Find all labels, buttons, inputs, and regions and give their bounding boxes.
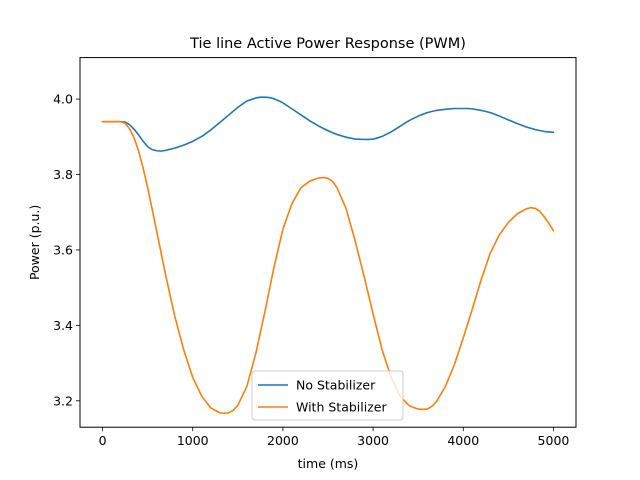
plot-frame [79,57,577,428]
x-tick-label: 2000 [267,433,299,448]
x-tick-label: 4000 [447,433,479,448]
series-line-no-stabilizer [101,96,555,152]
x-tick-label: 1000 [177,433,209,448]
series-line-with-stabilizer [101,120,555,415]
y-tick-label: 3.8 [53,167,73,182]
x-axis-title: time (ms) [298,456,359,471]
legend-label-no-stabilizer: No Stabilizer [296,378,376,393]
x-tick-label: 3000 [357,433,389,448]
legend-box [251,370,404,421]
legend-label-with-stabilizer: With Stabilizer [296,400,387,415]
x-tick-label: 0 [99,433,107,448]
series-layer [101,96,555,415]
y-tick-label: 3.2 [53,393,73,408]
y-tick-label: 3.4 [53,318,73,333]
y-axis-title: Power (p.u.) [27,205,42,280]
x-tick-label: 5000 [538,433,570,448]
y-tick-label: 4.0 [53,92,73,107]
legend: No Stabilizer With Stabilizer [251,370,404,421]
chart-title: Tie line Active Power Response (PWM) [189,36,466,52]
axes-layer: 0 1000 2000 3000 4000 5000 3.2 3.4 3.6 3.8 4.0 [53,92,569,449]
y-tick-label: 3.6 [53,242,73,257]
